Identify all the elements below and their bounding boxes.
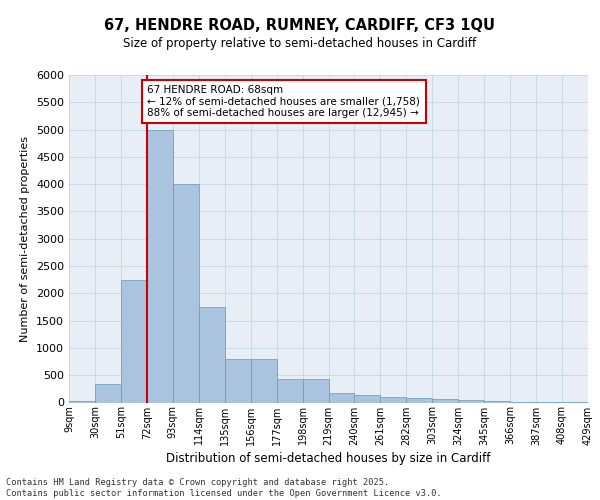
Bar bbox=[380, 397, 406, 402]
Text: 67 HENDRE ROAD: 68sqm
← 12% of semi-detached houses are smaller (1,758)
88% of s: 67 HENDRE ROAD: 68sqm ← 12% of semi-deta… bbox=[148, 85, 421, 118]
Bar bbox=[173, 184, 199, 402]
Bar bbox=[199, 307, 224, 402]
Bar bbox=[406, 398, 432, 402]
Text: Contains HM Land Registry data © Crown copyright and database right 2025.
Contai: Contains HM Land Registry data © Crown c… bbox=[6, 478, 442, 498]
Bar bbox=[121, 280, 147, 402]
Bar bbox=[355, 396, 380, 402]
Bar bbox=[69, 401, 95, 402]
Y-axis label: Number of semi-detached properties: Number of semi-detached properties bbox=[20, 136, 31, 342]
Text: 67, HENDRE ROAD, RUMNEY, CARDIFF, CF3 1QU: 67, HENDRE ROAD, RUMNEY, CARDIFF, CF3 1Q… bbox=[104, 18, 496, 32]
Bar bbox=[251, 359, 277, 403]
Bar bbox=[302, 379, 329, 402]
Bar bbox=[432, 399, 458, 402]
Bar bbox=[458, 400, 484, 402]
Bar bbox=[95, 384, 121, 402]
X-axis label: Distribution of semi-detached houses by size in Cardiff: Distribution of semi-detached houses by … bbox=[166, 452, 491, 464]
Text: Size of property relative to semi-detached houses in Cardiff: Size of property relative to semi-detach… bbox=[124, 38, 476, 51]
Bar bbox=[225, 359, 251, 403]
Bar bbox=[329, 393, 355, 402]
Bar bbox=[277, 379, 302, 402]
Bar bbox=[147, 130, 173, 402]
Bar bbox=[484, 401, 510, 402]
